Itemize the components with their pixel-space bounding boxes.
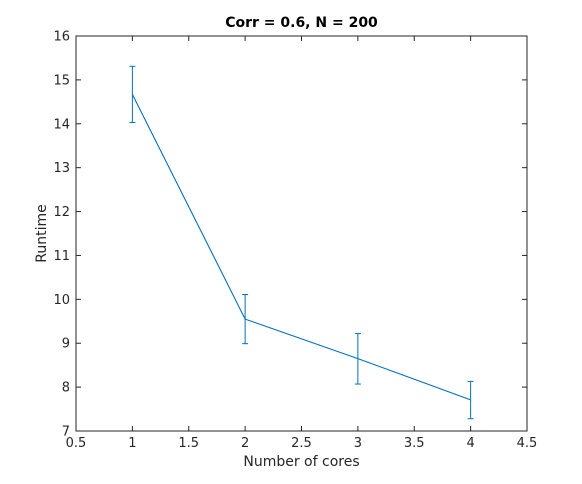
y-tick-label: 16 xyxy=(53,30,70,45)
error-bar xyxy=(129,65,136,123)
y-tick-label: 8 xyxy=(62,381,70,396)
y-tick-label: 12 xyxy=(53,205,70,220)
x-axis-label: Number of cores xyxy=(243,454,359,470)
x-tick-label: 1.5 xyxy=(178,436,199,451)
y-tick-label: 7 xyxy=(62,425,70,440)
error-bar xyxy=(242,294,249,345)
x-tick-label: 0.5 xyxy=(66,436,87,451)
x-tick-label: 2 xyxy=(241,436,249,451)
y-tick-label: 11 xyxy=(53,249,70,264)
chart-title: Corr = 0.6, N = 200 xyxy=(225,15,378,31)
y-tick-label: 14 xyxy=(53,117,70,132)
x-tick-label: 3 xyxy=(354,436,362,451)
x-tick-label: 1 xyxy=(128,436,136,451)
y-tick-label: 10 xyxy=(53,293,70,308)
series-layer xyxy=(129,65,474,420)
x-tick-label: 4 xyxy=(466,436,474,451)
x-tick-label: 3.5 xyxy=(404,436,425,451)
y-axis-label: Runtime xyxy=(34,204,50,262)
plot-area xyxy=(75,35,528,432)
x-tick-label: 2.5 xyxy=(291,436,312,451)
y-tick-label: 9 xyxy=(62,337,70,352)
error-bar xyxy=(354,333,361,385)
x-axis-ticks: 0.5 1 1.5 2 2.5 3 3.5 4 4.5 xyxy=(66,36,538,451)
x-tick-label: 4.5 xyxy=(517,436,538,451)
error-bar xyxy=(467,380,474,420)
series-line xyxy=(131,94,471,401)
y-tick-label: 15 xyxy=(53,73,70,88)
y-axis-ticks: 7 8 9 10 11 12 13 14 15 16 xyxy=(53,30,527,440)
y-tick-label: 13 xyxy=(53,161,70,176)
